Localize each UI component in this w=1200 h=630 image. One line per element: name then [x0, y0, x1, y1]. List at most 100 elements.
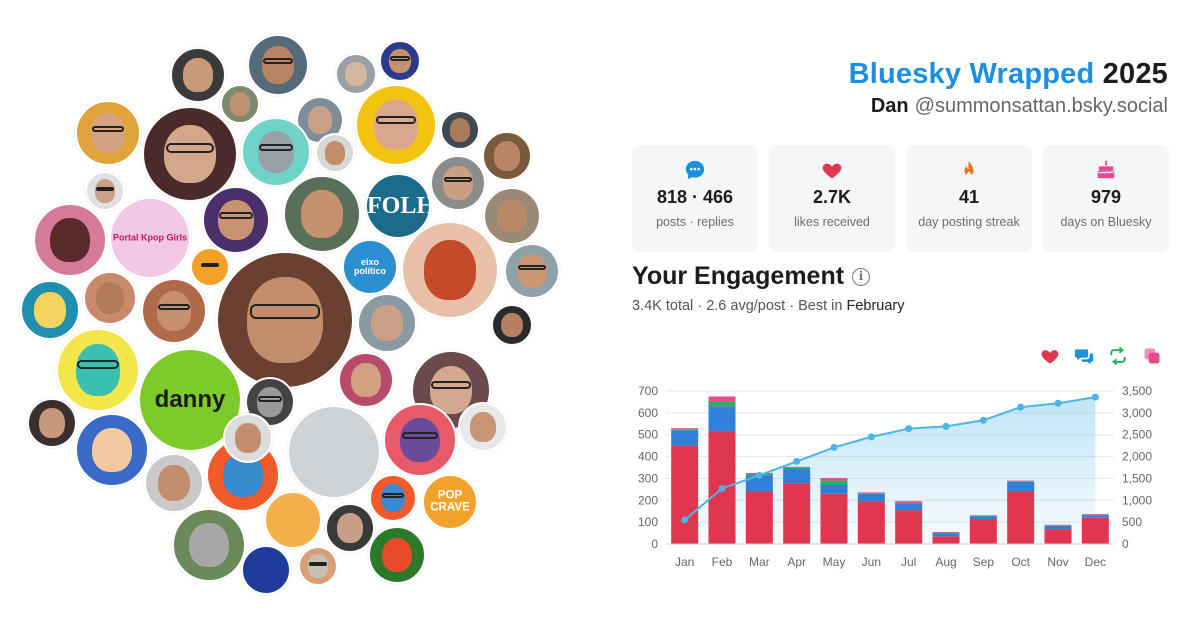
avatar-man-glasses-4[interactable]: [216, 251, 354, 389]
avatar-portal-kpop[interactable]: Portal Kpop Girls: [109, 197, 191, 279]
avatar-cartoon-girl[interactable]: [75, 413, 149, 487]
glasses-icon: [166, 142, 214, 154]
chat-bubble-icon: [685, 160, 705, 180]
avatar-man-dark[interactable]: [440, 110, 480, 150]
bar-quotes: [708, 396, 736, 402]
info-icon[interactable]: i: [852, 268, 870, 286]
avatar-blue-cartoon-2[interactable]: [369, 474, 417, 522]
stat-value: 979: [1090, 187, 1122, 207]
avatar-face: [517, 254, 547, 288]
glasses-icon: [262, 58, 294, 65]
bar-reposts: [671, 429, 699, 431]
avatar-face: [189, 522, 229, 568]
avatar-man-walking[interactable]: [172, 508, 246, 582]
avatar-face: [158, 465, 190, 501]
avatar-man-dark-2[interactable]: [491, 304, 533, 346]
avatar-face: [90, 113, 126, 153]
avatar-rock[interactable]: [298, 546, 338, 586]
avatar-red-character[interactable]: [33, 203, 107, 277]
avatar-man-beard-7[interactable]: [144, 453, 204, 513]
avatar-man-beard-8[interactable]: [223, 413, 273, 463]
y-tick-label: 100: [638, 515, 658, 529]
avatar-man-beard-5[interactable]: [83, 271, 137, 325]
cumulative-line: [684, 396, 1096, 521]
avatar-man-green[interactable]: [283, 175, 361, 253]
avatar-cat-sunglasses[interactable]: [241, 117, 311, 187]
avatar-gumball[interactable]: [264, 491, 322, 549]
avatar-eixo-politico[interactable]: eixo político: [342, 239, 398, 295]
avatar-man-mask[interactable]: [335, 53, 377, 95]
y2-tick-label: 3,500: [1122, 384, 1152, 398]
avatar-man-curly[interactable]: [482, 131, 532, 181]
stat-card-days: 979 days on Bluesky: [1043, 145, 1169, 252]
avatar-face: [253, 555, 279, 585]
bar-likes: [671, 445, 699, 544]
avatar-face: [199, 255, 221, 279]
glasses-icon: [258, 144, 294, 152]
quote-icon[interactable]: [1142, 346, 1162, 366]
engagement-total: 3.4K: [632, 298, 662, 314]
bar-quotes: [969, 515, 997, 516]
bar-likes: [745, 491, 773, 544]
avatar-main-man[interactable]: [504, 243, 560, 299]
glasses-icon: [308, 561, 328, 566]
x-tick-label: Jun: [862, 555, 881, 569]
avatar-bearded-man-1[interactable]: [170, 47, 226, 103]
avatar-face: [351, 363, 381, 397]
avatar-colorful-mask[interactable]: [368, 526, 426, 584]
bar-likes: [969, 519, 997, 544]
avatar-colorful-art[interactable]: [56, 328, 140, 412]
avatar-man-glasses-3[interactable]: [430, 155, 486, 211]
glasses-icon: [375, 115, 417, 125]
avatar-man-tv[interactable]: [325, 503, 375, 553]
cumulative-point: [718, 484, 726, 492]
avatar-man-mustache[interactable]: [75, 100, 141, 166]
avatar-face: [229, 92, 251, 116]
avatar-man-glasses-blue[interactable]: [379, 40, 421, 82]
avatar-santa-hat[interactable]: [355, 84, 437, 166]
avatar-pikachu[interactable]: [190, 247, 230, 287]
stat-value: 41: [958, 187, 980, 207]
avatar-face: [308, 423, 360, 481]
bar-replies: [1007, 481, 1035, 492]
cumulative-point: [793, 457, 801, 465]
stat-card-streak: 41 day posting streak: [906, 145, 1032, 252]
x-tick-label: Dec: [1085, 555, 1106, 569]
brand-title: Bluesky Wrapped: [848, 58, 1095, 90]
heart-icon[interactable]: [1040, 346, 1060, 366]
avatar-large-man[interactable]: [142, 106, 238, 202]
avatar-pop-crave[interactable]: POP CRAVE: [422, 474, 478, 530]
avatar-face: [449, 118, 471, 142]
avatar-man-child[interactable]: [357, 293, 417, 353]
avatar-face: [39, 408, 65, 438]
avatar-man-glasses-1[interactable]: [247, 34, 309, 96]
avatar-man-beard-3[interactable]: [85, 171, 125, 211]
bar-reposts: [895, 502, 923, 504]
glasses-icon: [381, 492, 405, 498]
avatar-man-beard-6[interactable]: [458, 402, 508, 452]
avatar-man-smile[interactable]: [141, 278, 207, 344]
y-tick-label: 400: [638, 450, 658, 464]
avatar-man-beard-2[interactable]: [315, 133, 355, 173]
avatar-group-photo[interactable]: [220, 84, 260, 124]
cumulative-point: [979, 416, 987, 424]
avatar-gengar[interactable]: [383, 403, 457, 477]
avatar-man-pride[interactable]: [338, 352, 394, 408]
avatar-woman-curly[interactable]: [27, 398, 77, 448]
avatar-lightbulb[interactable]: [20, 280, 80, 340]
glasses-icon: [77, 360, 119, 370]
bar-replies: [820, 484, 848, 494]
avatar-man-beard-4[interactable]: [483, 187, 541, 245]
reply-bubbles-icon[interactable]: [1074, 346, 1094, 366]
bar-replies: [671, 430, 699, 446]
avatar-anime-redhead[interactable]: [401, 221, 499, 319]
glasses-icon: [219, 212, 253, 220]
avatar-label: danny: [154, 386, 226, 413]
avatar-camarote[interactable]: [241, 545, 291, 595]
bar-replies: [1044, 525, 1072, 530]
avatar-folha[interactable]: FOLHA: [365, 173, 431, 239]
avatar-watch[interactable]: [287, 405, 381, 499]
repost-icon[interactable]: [1108, 346, 1128, 366]
glasses-icon: [401, 431, 439, 440]
avatar-man-purple[interactable]: [202, 186, 270, 254]
